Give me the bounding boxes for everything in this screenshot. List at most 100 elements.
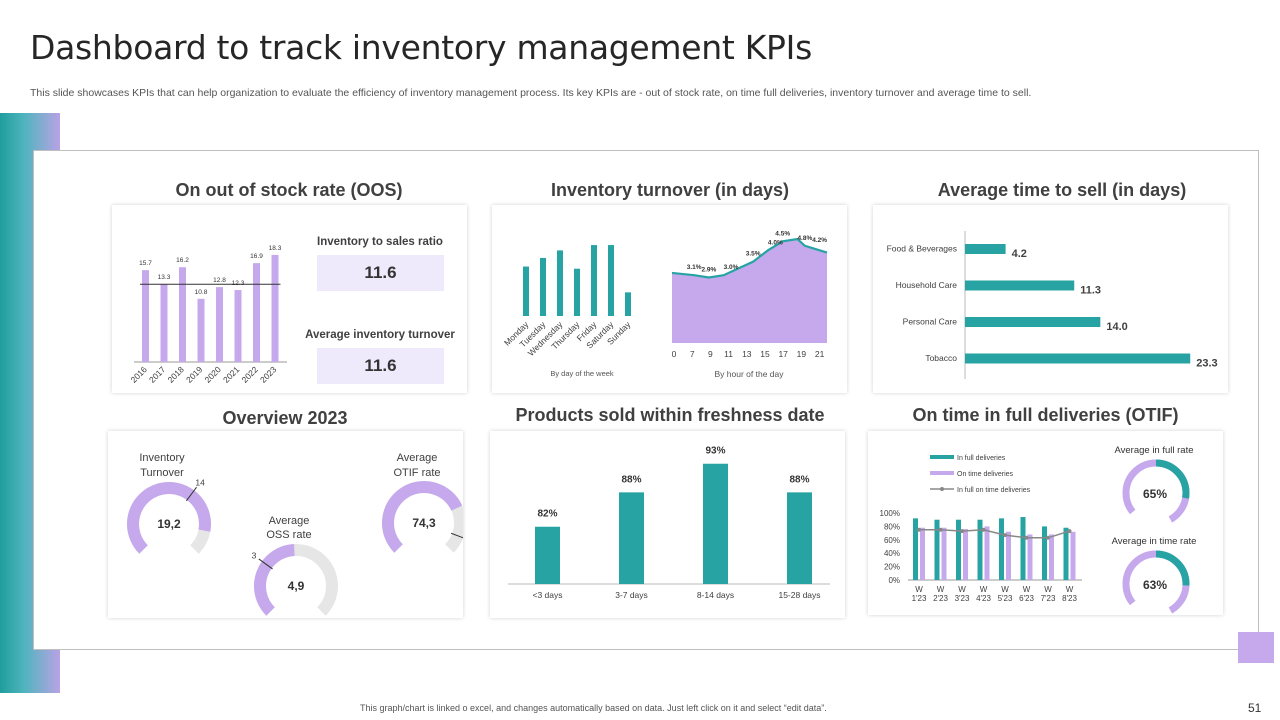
hour-tick-label: 13 [742,349,752,359]
hour-point-label: 4.2% [812,237,827,244]
otif-line-marker [1067,529,1072,534]
hbar-bar [965,280,1075,291]
otif-x-tick: 8'23 [1062,594,1077,603]
oos-tick-label: 2017 [147,364,168,385]
hbar-category-label: Tobacco [925,353,957,363]
oos-bar [142,270,149,362]
gauge-label: Average [397,452,438,464]
weekday-bar [540,257,546,316]
otif-x-tick: 7'23 [1041,594,1056,603]
oos-data-label: 18.3 [269,245,282,252]
avg-sell-bar-chart: Food & Beverages 4.2 Household Care 11.3 Per… [887,231,1218,379]
otif-line-marker [1003,533,1007,538]
otif-line-marker [960,529,964,534]
gauge-value: 4,9 [288,579,305,593]
hour-tick-label: 21 [815,349,825,359]
oos-tick-label: 2023 [258,364,279,385]
gauge-fill [382,481,463,553]
otif-bar-infull [1042,526,1047,580]
corner-square [1238,632,1274,663]
oos-section-title: On out of stock rate (OOS) [175,180,403,200]
otif-combo-chart: In full deliveries On time deliveries In f… [880,455,1082,603]
gauge-label: OTIF rate [393,467,440,479]
gauge-marker-label: 3 [252,550,257,560]
kpi-inventory-to-sales-value: 11.6 [317,255,444,291]
otif-x-tick: 6'23 [1019,594,1034,603]
otif-bar-ontime [920,527,925,580]
donut-label: Average in time rate [1112,536,1197,547]
hour-point-label: 4.5% [775,230,790,237]
fresh-section-title: Products sold within freshness date [515,405,825,425]
oos-bar [197,298,205,362]
kpi-avg-turnover-label: Average inventory turnover [305,329,455,341]
gauge-marker [185,486,197,502]
weekday-bar [557,250,563,316]
oos-tick-label: 2021 [221,364,242,385]
fresh-bar [703,463,728,584]
oos-tick-label: 2020 [202,364,223,385]
hour-tick-label: 0 [672,349,677,359]
gauge-fill [127,482,211,554]
fresh-card [490,431,845,618]
oos-data-label: 12.3 [232,280,245,287]
hbar-category-label: Food & Beverages [887,244,957,254]
gauge-marker-label: 14 [195,477,205,487]
fresh-bar [535,526,560,584]
oos-data-label: 16.9 [250,253,263,260]
otif-x-tick: W [937,585,945,594]
otif-y-tick: 0% [888,576,900,585]
otif-legend-swatch [930,455,954,459]
otif-bar-ontime [1070,531,1076,580]
oos-bar [179,267,186,362]
otif-x-tick: W [980,585,988,594]
otif-line-marker [917,527,921,532]
fresh-data-label: 93% [705,446,725,457]
kpi-inventory-to-sales-label: Inventory to sales ratio [317,236,443,248]
donut-value: 63% [1143,578,1167,592]
weekday-bar [625,292,631,316]
weekday-bar [523,266,529,316]
fresh-tick-label: 8-14 days [697,590,734,600]
otif-x-tick: 2'23 [933,594,948,603]
otif-legend-swatch [930,471,954,475]
fresh-data-label: 88% [789,474,809,485]
fresh-tick-label: <3 days [532,590,562,600]
otif-x-tick: W [1023,585,1031,594]
otif-y-tick: 60% [884,536,900,545]
hour-line [671,237,828,279]
otif-legend-label: In full deliveries [957,455,1006,462]
turnover-weekday-chart: MondayTuesdayWednesdayThursdayFridaySatu… [502,245,633,378]
hour-tick-label: 11 [724,349,733,359]
otif-x-tick: W [1066,585,1074,594]
oos-data-label: 13.3 [158,274,171,281]
hbar-value-label: 4.2 [1012,248,1027,260]
weekday-bar [608,245,614,316]
hour-point-label: 3.0% [724,264,739,271]
hour-tick-label: 17 [778,349,788,359]
otif-bar-ontime [941,527,947,580]
otif-x-tick: 3'23 [955,594,970,603]
gauge-label: Average [269,515,310,527]
otif-line-marker [938,527,943,532]
page-number: 51 [1248,701,1262,715]
overview-gauges: 14 19,2 Inventory Turnover 3 4,9 Average OSS ra… [127,452,463,616]
otif-x-tick: W [1044,585,1052,594]
donut-fill [1122,459,1190,527]
turnover-section-title: Inventory turnover (in days) [550,180,790,200]
oos-tick-label: 2018 [165,364,186,385]
overview-card [108,431,463,618]
hour-tick-label: 9 [708,349,713,359]
oos-bar [216,287,223,362]
otif-y-tick: 40% [884,549,900,558]
otif-line [919,528,1070,539]
oos-bar [253,263,260,362]
otif-x-tick: W [915,585,923,594]
hbar-bar [965,353,1191,364]
avg-sell-section-title: Average time to sell (in days) [937,180,1187,200]
otif-donuts: Average in full rate 65% Average in time r… [1112,445,1197,615]
hour-point-label: 4.8% [797,235,812,242]
oos-tick-label: 2016 [128,364,149,385]
donut-fill [1122,550,1190,615]
hour-point-label: 4.0% [768,239,783,246]
oos-data-label: 12.8 [213,277,226,284]
